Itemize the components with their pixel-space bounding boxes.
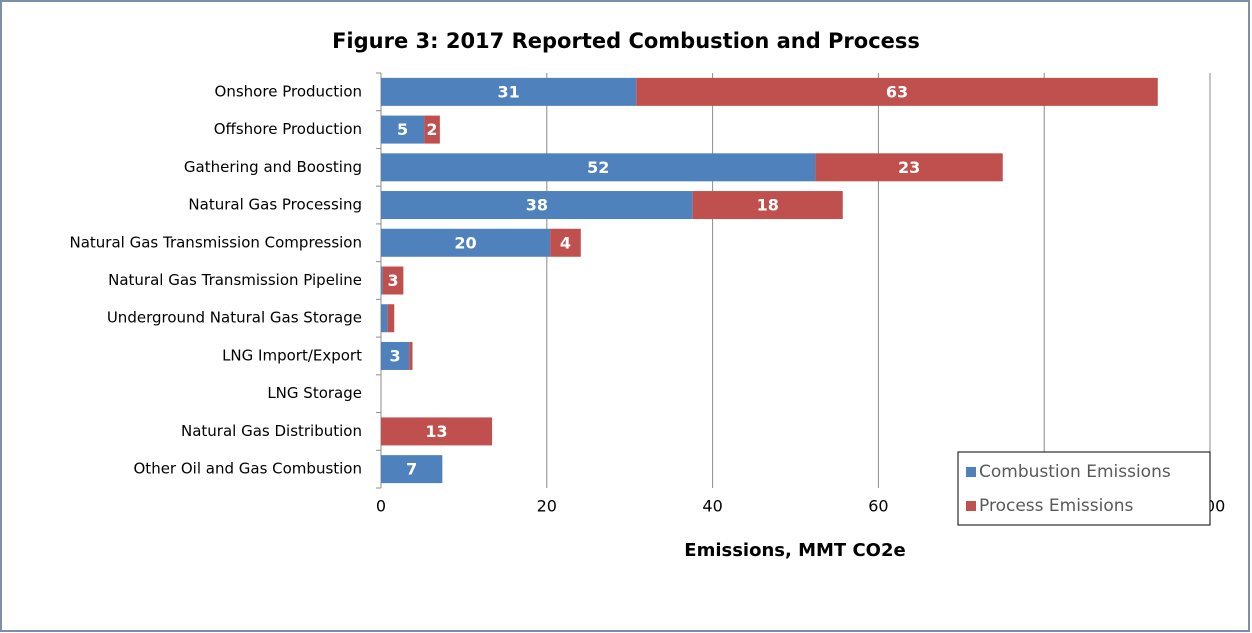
data-label: 31 bbox=[498, 82, 520, 101]
bar bbox=[636, 77, 1158, 106]
bar bbox=[692, 191, 843, 220]
bar bbox=[409, 341, 413, 370]
bar bbox=[381, 417, 493, 446]
data-label: 4 bbox=[560, 233, 571, 252]
x-tick-label: 40 bbox=[702, 497, 722, 516]
bar bbox=[381, 228, 551, 257]
x-tick-label: 20 bbox=[537, 497, 557, 516]
data-label: 63 bbox=[886, 82, 908, 101]
legend-label: Process Emissions bbox=[979, 496, 1134, 516]
data-label: 52 bbox=[587, 158, 609, 177]
legend-swatch bbox=[966, 501, 976, 511]
y-tick-label: LNG Storage bbox=[267, 384, 362, 402]
data-label: 20 bbox=[454, 233, 476, 252]
x-tick-label: 0 bbox=[376, 497, 386, 516]
x-tick-label: 60 bbox=[868, 497, 888, 516]
bar bbox=[381, 191, 693, 220]
bar bbox=[382, 266, 404, 295]
y-tick-label: LNG Import/Export bbox=[222, 346, 362, 364]
bar bbox=[550, 228, 581, 257]
y-tick-label: Other Oil and Gas Combustion bbox=[134, 460, 363, 478]
chart-title: Figure 3: 2017 Reported Combustion and P… bbox=[332, 29, 920, 53]
data-label: 38 bbox=[526, 196, 548, 215]
bar bbox=[381, 266, 383, 295]
x-axis-title: Emissions, MMT CO2e bbox=[684, 540, 905, 561]
y-tick-label: Onshore Production bbox=[215, 82, 362, 100]
data-label: 5 bbox=[397, 120, 408, 139]
data-label: 18 bbox=[757, 196, 779, 215]
bar bbox=[381, 304, 388, 333]
bar bbox=[387, 304, 395, 333]
bar bbox=[381, 153, 816, 182]
y-tick-label: Offshore Production bbox=[214, 120, 362, 138]
bar bbox=[381, 455, 443, 484]
legend-label: Combustion Emissions bbox=[979, 462, 1171, 482]
y-tick-label: Natural Gas Processing bbox=[188, 196, 362, 214]
y-tick-label: Gathering and Boosting bbox=[184, 158, 362, 176]
y-tick-label: Natural Gas Transmission Compression bbox=[70, 233, 363, 251]
bar bbox=[424, 115, 440, 144]
legend-box bbox=[957, 451, 1211, 526]
bar bbox=[381, 77, 637, 106]
data-label: 13 bbox=[425, 422, 447, 441]
data-label: 2 bbox=[426, 120, 437, 139]
data-label: 3 bbox=[390, 346, 401, 365]
bar bbox=[381, 341, 410, 370]
y-tick-label: Natural Gas Transmission Pipeline bbox=[108, 271, 362, 289]
bar bbox=[815, 153, 1003, 182]
data-label: 3 bbox=[387, 271, 398, 290]
bar bbox=[381, 115, 425, 144]
y-tick-label: Underground Natural Gas Storage bbox=[107, 309, 362, 327]
data-label: 23 bbox=[898, 158, 920, 177]
legend-swatch bbox=[966, 467, 976, 477]
y-tick-label: Natural Gas Distribution bbox=[181, 422, 362, 440]
data-label: 7 bbox=[406, 460, 417, 479]
